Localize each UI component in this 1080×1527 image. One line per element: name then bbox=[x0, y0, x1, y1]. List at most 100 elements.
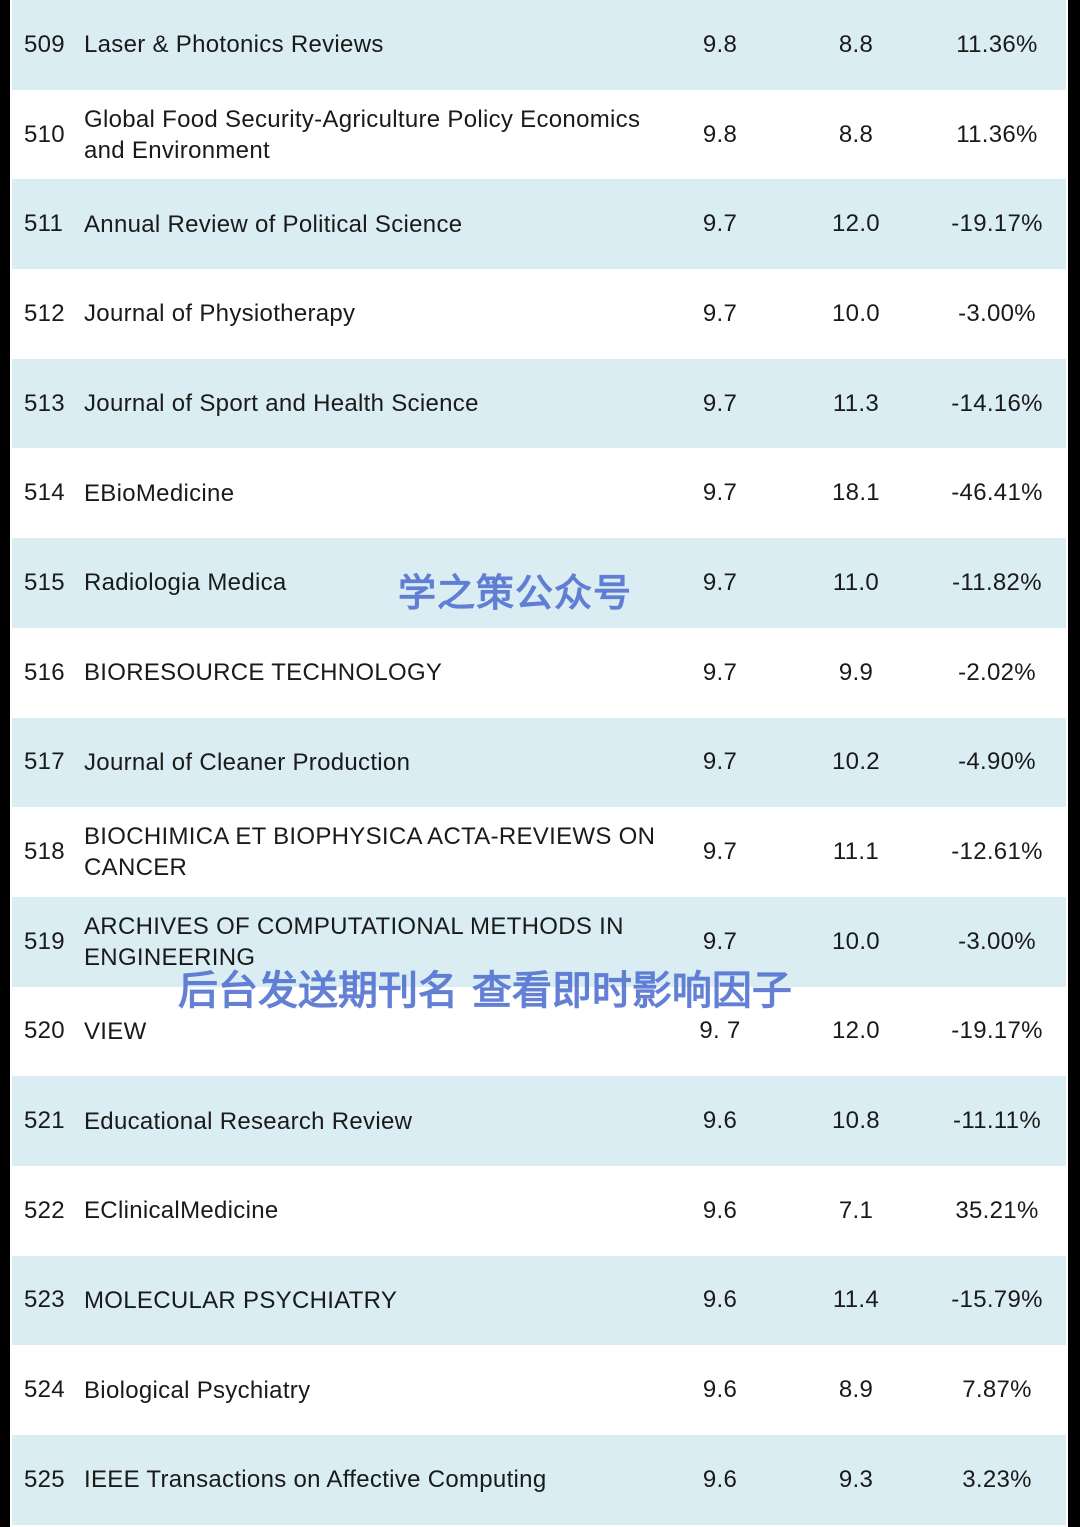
journal-name-cell: ARCHIVES OF COMPUTATIONAL METHODS IN ENG… bbox=[84, 912, 624, 971]
change-cell: 11.36% bbox=[956, 120, 1038, 148]
previous-if-cell: 11.3 bbox=[832, 389, 880, 417]
rank-cell: 511 bbox=[24, 210, 64, 238]
table-row: 514 EBioMedicine 9.7 18.1 -46.41% bbox=[12, 448, 1066, 539]
previous-if-cell: 11.1 bbox=[832, 838, 880, 866]
previous-if-cell: 10.0 bbox=[832, 927, 880, 955]
journal-name-cell: EBioMedicine bbox=[84, 479, 235, 507]
previous-if-cell: 9.9 bbox=[838, 658, 874, 686]
current-if-cell: 9.7 bbox=[702, 568, 738, 596]
previous-if-cell: 8.9 bbox=[838, 1376, 874, 1404]
instruction-watermark: 后台发送期刊名 查看即时影响因子 bbox=[178, 967, 792, 1014]
journal-name-cell: Educational Research Review bbox=[84, 1107, 413, 1135]
journal-name-cell: Journal of Physiotherapy bbox=[84, 300, 356, 328]
table-row: 509 Laser & Photonics Reviews 9.8 8.8 11… bbox=[12, 0, 1066, 90]
table-row: 517 Journal of Cleaner Production 9.7 10… bbox=[12, 717, 1066, 808]
change-cell: -46.41% bbox=[951, 479, 1043, 507]
current-if-cell: 9.6 bbox=[702, 1465, 738, 1493]
right-border bbox=[1068, 0, 1080, 1527]
journal-name-cell: Laser & Photonics Reviews bbox=[84, 31, 384, 59]
table-row: 523 MOLECULAR PSYCHIATRY 9.6 11.4 -15.79… bbox=[12, 1255, 1066, 1346]
current-if-cell: 9.7 bbox=[702, 389, 738, 417]
rank-cell: 512 bbox=[24, 299, 65, 327]
rank-cell: 510 bbox=[24, 120, 65, 148]
rank-cell: 509 bbox=[24, 30, 65, 58]
journal-name-cell: Annual Review of Political Science bbox=[84, 210, 463, 238]
previous-if-cell: 9.3 bbox=[838, 1465, 874, 1493]
journal-name-cell: MOLECULAR PSYCHIATRY bbox=[84, 1286, 398, 1314]
change-cell: 35.21% bbox=[955, 1196, 1039, 1224]
rank-cell: 523 bbox=[24, 1286, 65, 1314]
change-cell: -11.11% bbox=[953, 1107, 1041, 1135]
journal-table: 509 Laser & Photonics Reviews 9.8 8.8 11… bbox=[12, 0, 1066, 1525]
account-watermark: 学之策公众号 bbox=[398, 570, 633, 615]
change-cell: -3.00% bbox=[958, 927, 1036, 955]
current-if-cell: 9. 7 bbox=[699, 1017, 741, 1045]
previous-if-cell: 10.0 bbox=[832, 299, 880, 327]
journal-name-cell: VIEW bbox=[84, 1017, 147, 1045]
previous-if-cell: 18.1 bbox=[832, 479, 880, 507]
rank-cell: 521 bbox=[24, 1107, 65, 1135]
current-if-cell: 9.7 bbox=[702, 838, 738, 866]
rank-cell: 513 bbox=[24, 389, 65, 417]
journal-name-cell: Radiologia Medica bbox=[84, 569, 287, 597]
previous-if-cell: 8.8 bbox=[838, 30, 874, 58]
change-cell: -19.17% bbox=[951, 1017, 1043, 1045]
current-if-cell: 9.6 bbox=[702, 1196, 738, 1224]
table-row: 518 BIOCHIMICA ET BIOPHYSICA ACTA-REVIEW… bbox=[12, 807, 1066, 897]
change-cell: 7.87% bbox=[962, 1376, 1032, 1404]
previous-if-cell: 11.4 bbox=[832, 1286, 880, 1314]
change-cell: -3.00% bbox=[958, 299, 1036, 327]
change-cell: -19.17% bbox=[951, 210, 1043, 238]
journal-name-cell: BIOCHIMICA ET BIOPHYSICA ACTA-REVIEWS ON… bbox=[84, 823, 656, 882]
previous-if-cell: 12.0 bbox=[832, 1017, 880, 1045]
rank-cell: 522 bbox=[24, 1196, 65, 1224]
previous-if-cell: 10.2 bbox=[832, 748, 880, 776]
table-row: 520 VIEW 9. 7 12.0 -19.17% bbox=[12, 986, 1066, 1077]
journal-name-cell: BIORESOURCE TECHNOLOGY bbox=[84, 659, 443, 687]
current-if-cell: 9.8 bbox=[702, 30, 738, 58]
table-row: 516 BIORESOURCE TECHNOLOGY 9.7 9.9 -2.02… bbox=[12, 627, 1066, 718]
rank-cell: 516 bbox=[24, 658, 65, 686]
journal-name-cell: EClinicalMedicine bbox=[84, 1197, 279, 1225]
previous-if-cell: 10.8 bbox=[832, 1107, 880, 1135]
change-cell: -11.82% bbox=[952, 568, 1042, 596]
table-row: 522 EClinicalMedicine 9.6 7.1 35.21% bbox=[12, 1165, 1066, 1256]
current-if-cell: 9.6 bbox=[702, 1107, 738, 1135]
table-row: 521 Educational Research Review 9.6 10.8… bbox=[12, 1076, 1066, 1166]
change-cell: -14.16% bbox=[951, 389, 1043, 417]
current-if-cell: 9.7 bbox=[702, 479, 738, 507]
table-row: 525 IEEE Transactions on Affective Compu… bbox=[12, 1435, 1066, 1525]
current-if-cell: 9.7 bbox=[702, 748, 738, 776]
rank-cell: 520 bbox=[24, 1017, 65, 1045]
current-if-cell: 9.7 bbox=[702, 210, 738, 238]
rank-cell: 514 bbox=[24, 479, 65, 507]
previous-if-cell: 11.0 bbox=[832, 568, 880, 596]
change-cell: -2.02% bbox=[958, 658, 1036, 686]
rank-cell: 515 bbox=[24, 568, 65, 596]
previous-if-cell: 12.0 bbox=[832, 210, 880, 238]
rank-cell: 525 bbox=[24, 1465, 65, 1493]
change-cell: -15.79% bbox=[951, 1286, 1043, 1314]
rank-cell: 517 bbox=[24, 748, 65, 776]
table-row: 511 Annual Review of Political Science 9… bbox=[12, 179, 1066, 270]
current-if-cell: 9.6 bbox=[702, 1376, 738, 1404]
rank-cell: 518 bbox=[24, 838, 65, 866]
current-if-cell: 9.6 bbox=[702, 1286, 738, 1314]
current-if-cell: 9.7 bbox=[702, 927, 738, 955]
table-row: 510 Global Food Security-Agriculture Pol… bbox=[12, 89, 1066, 180]
journal-name-cell: IEEE Transactions on Affective Computing bbox=[84, 1466, 547, 1494]
change-cell: 3.23% bbox=[962, 1465, 1032, 1493]
journal-name-cell: Global Food Security-Agriculture Policy … bbox=[84, 105, 641, 164]
previous-if-cell: 8.8 bbox=[838, 120, 874, 148]
change-cell: 11.36% bbox=[956, 30, 1038, 58]
current-if-cell: 9.8 bbox=[702, 120, 738, 148]
table-row: 519 ARCHIVES OF COMPUTATIONAL METHODS IN… bbox=[12, 896, 1066, 987]
table-row: 513 Journal of Sport and Health Science … bbox=[12, 358, 1066, 449]
change-cell: -12.61% bbox=[951, 838, 1043, 866]
table-row: 524 Biological Psychiatry 9.6 8.9 7.87% bbox=[12, 1345, 1066, 1435]
journal-name-cell: Biological Psychiatry bbox=[84, 1376, 311, 1404]
current-if-cell: 9.7 bbox=[702, 299, 738, 327]
current-if-cell: 9.7 bbox=[702, 658, 738, 686]
rank-cell: 519 bbox=[24, 927, 65, 955]
